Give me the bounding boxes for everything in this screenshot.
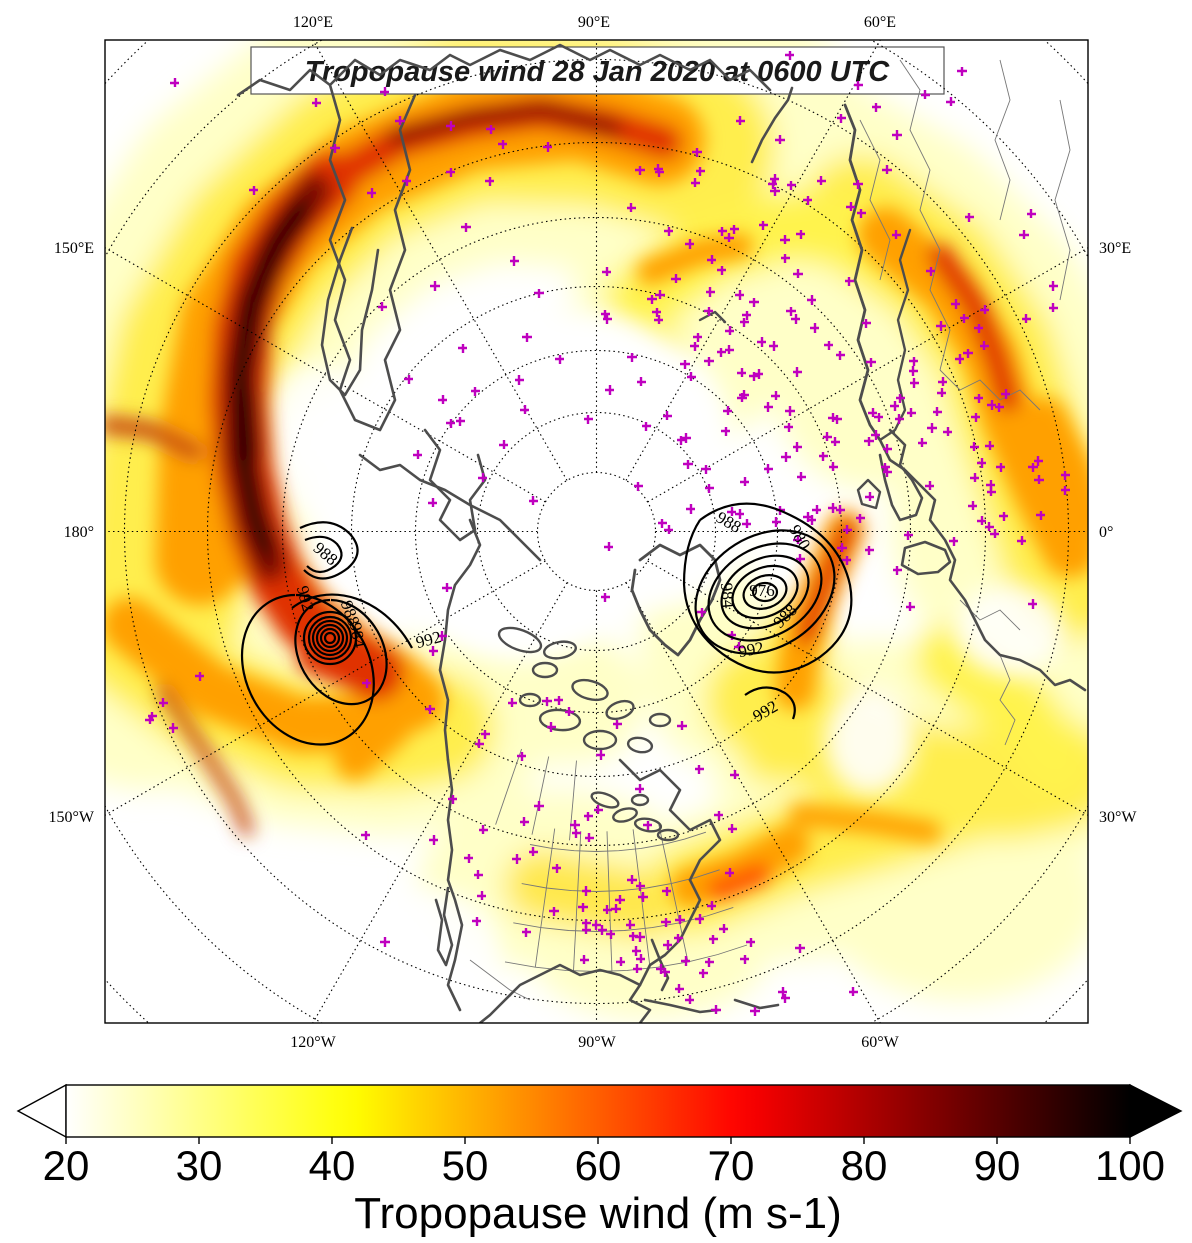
svg-text:30: 30 (176, 1142, 223, 1189)
svg-text:30°E: 30°E (1099, 240, 1131, 257)
svg-text:60°W: 60°W (861, 1034, 899, 1051)
svg-text:30°W: 30°W (1099, 809, 1137, 826)
svg-text:90°E: 90°E (578, 14, 610, 31)
svg-text:Tropopause wind (m s-1): Tropopause wind (m s-1) (354, 1189, 841, 1238)
svg-text:120°W: 120°W (290, 1034, 336, 1051)
svg-text:70: 70 (708, 1142, 755, 1189)
svg-text:100: 100 (1095, 1142, 1165, 1189)
svg-text:20: 20 (43, 1142, 90, 1189)
svg-text:90°W: 90°W (578, 1034, 616, 1051)
svg-text:992: 992 (737, 638, 765, 661)
svg-text:80: 80 (841, 1142, 888, 1189)
svg-text:Tropopause wind 28 Jan 2020 at: Tropopause wind 28 Jan 2020 at 0600 UTC (305, 56, 891, 88)
svg-text:60°E: 60°E (864, 14, 896, 31)
svg-text:50: 50 (442, 1142, 489, 1189)
svg-text:60: 60 (575, 1142, 622, 1189)
svg-text:120°E: 120°E (293, 14, 333, 31)
svg-text:150°W: 150°W (49, 809, 95, 826)
svg-text:150°E: 150°E (54, 240, 94, 257)
svg-text:984: 984 (717, 582, 738, 610)
svg-text:40: 40 (309, 1142, 356, 1189)
svg-text:984: 984 (346, 621, 369, 650)
svg-text:976: 976 (749, 581, 775, 600)
svg-text:180°: 180° (64, 524, 94, 541)
svg-text:0°: 0° (1099, 524, 1113, 541)
svg-text:90: 90 (974, 1142, 1021, 1189)
